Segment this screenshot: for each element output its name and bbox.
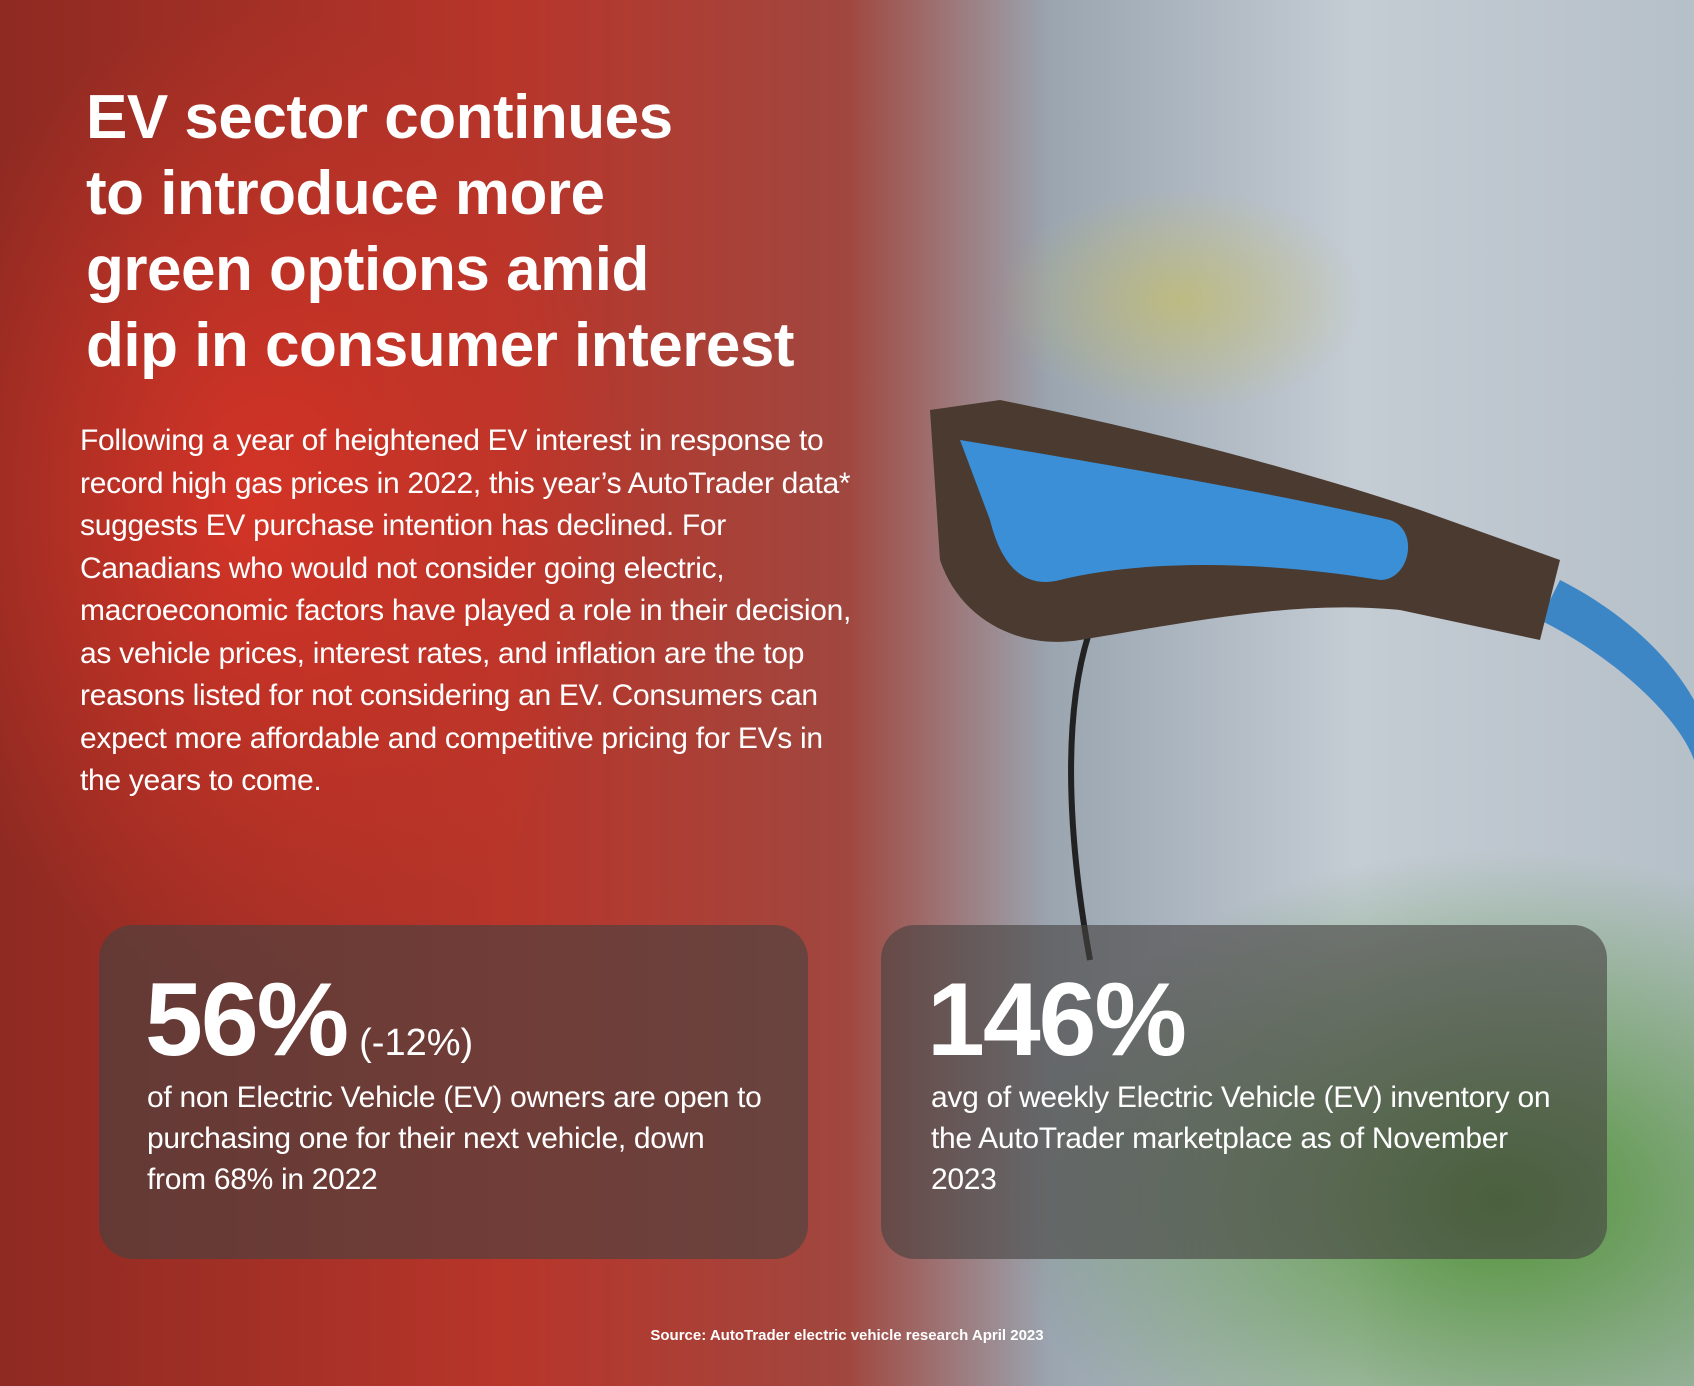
title-line: EV sector continues xyxy=(86,83,673,152)
body-text: Following a year of heightened EV intere… xyxy=(80,424,852,797)
stat-value-row: 56% (-12%) xyxy=(145,965,473,1098)
title-line: dip in consumer interest xyxy=(86,311,795,380)
title-line: green options amid xyxy=(86,235,649,304)
stat-description: avg of weekly Electric Vehicle (EV) inve… xyxy=(931,1081,1551,1196)
stat-value: 146% xyxy=(927,962,1187,1078)
stat-description: of non Electric Vehicle (EV) owners are … xyxy=(147,1081,762,1196)
stat-card: 56% (-12%) of non Electric Vehicle (EV) o… xyxy=(99,925,808,1259)
source-note: Source: AutoTrader electric vehicle rese… xyxy=(650,1327,1044,1344)
title-line: to introduce more xyxy=(86,159,605,228)
stat-change: (-12%) xyxy=(359,1022,474,1064)
title: EV sector continues to introduce more gr… xyxy=(86,80,795,384)
stat-card: 146% avg of weekly Electric Vehicle (EV)… xyxy=(881,925,1607,1259)
stat-value: 56% xyxy=(145,962,349,1078)
